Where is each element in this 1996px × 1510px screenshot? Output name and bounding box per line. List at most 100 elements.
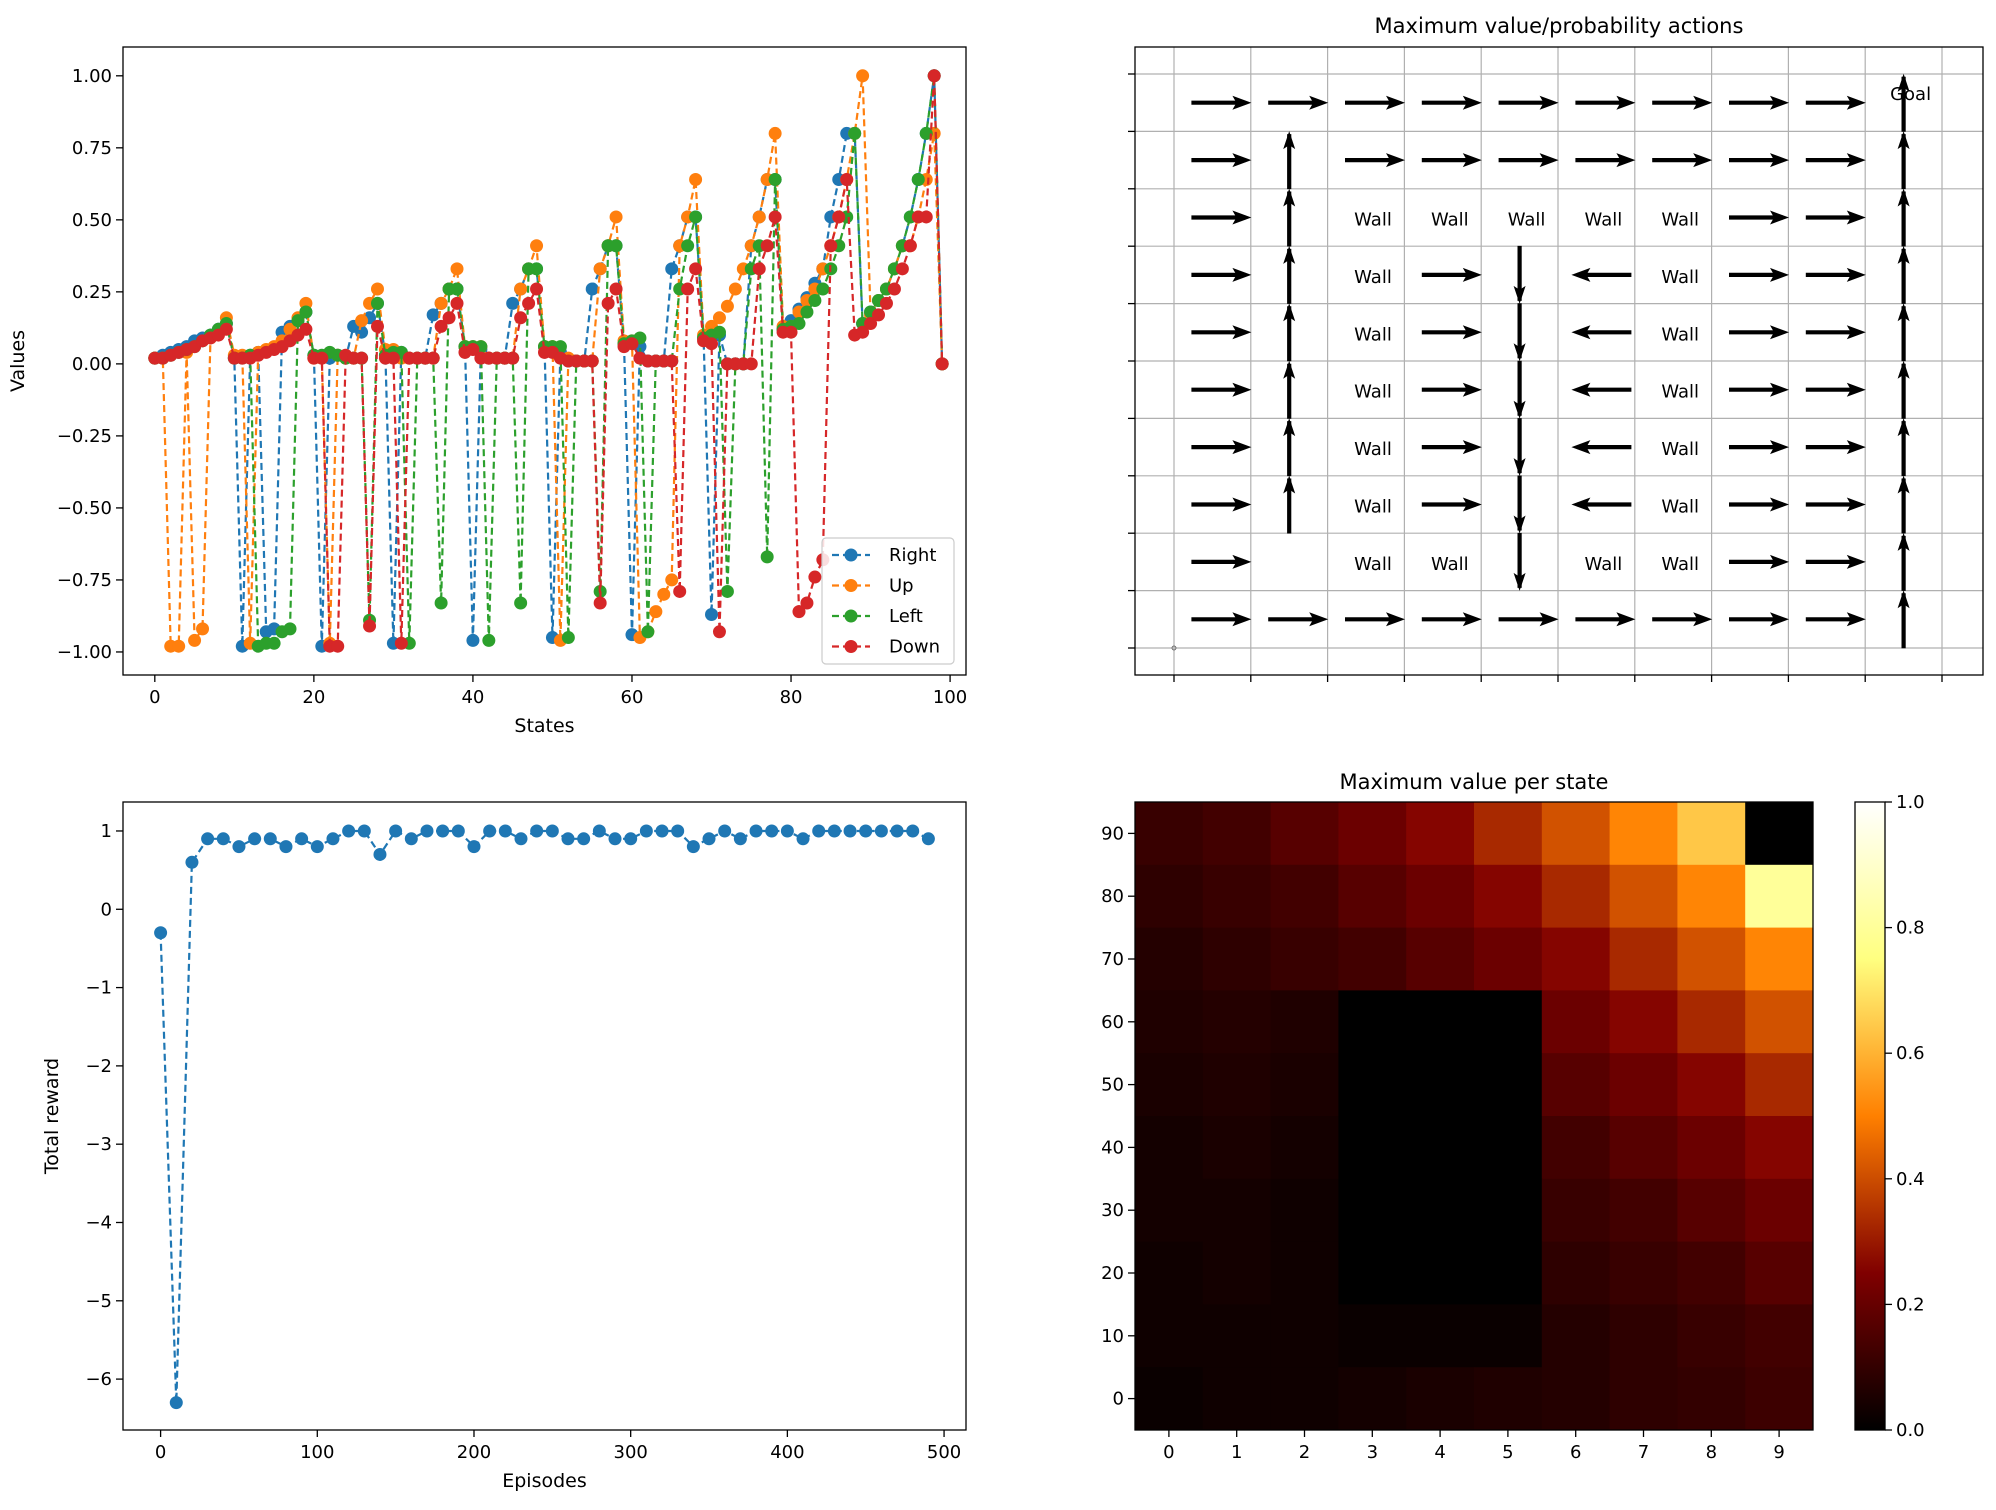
data-point — [827, 824, 841, 838]
data-point — [601, 296, 615, 310]
data-point — [514, 282, 528, 296]
x-tick-label: 6 — [1570, 1442, 1581, 1463]
right-arrow-head — [1770, 497, 1789, 512]
episode-rewards-chart: 0 100 200 300 400 500 −6 −5 −4 −3 −2 −1 0 1 Episodes To… — [41, 801, 967, 1492]
data-point — [498, 824, 512, 838]
data-point — [705, 608, 719, 622]
up-arrow-head — [1283, 131, 1296, 150]
y-tick-label: 90 — [1101, 823, 1124, 844]
wall-label: Wall — [1354, 554, 1392, 575]
data-point — [530, 239, 544, 253]
up-arrow-head — [1897, 73, 1910, 92]
heatmap-cell — [1338, 1053, 1407, 1117]
data-point — [154, 926, 168, 940]
down-arrow-head — [1513, 515, 1526, 534]
data-point — [585, 282, 599, 296]
right-arrow-head — [1770, 325, 1789, 340]
up-arrow-head — [1283, 245, 1296, 264]
data-point — [514, 311, 528, 325]
data-point — [426, 308, 440, 322]
heatmap-cell — [1541, 990, 1611, 1054]
heatmap-cell — [1541, 1367, 1611, 1431]
right-arrow-head — [1770, 210, 1789, 225]
x-tick-label: 200 — [457, 1442, 491, 1463]
data-point — [749, 824, 763, 838]
data-point — [760, 239, 774, 253]
heatmap-cell — [1338, 1304, 1407, 1368]
right-arrow-head — [1616, 612, 1636, 627]
data-point — [673, 584, 687, 598]
heatmap-cell — [1745, 1178, 1814, 1243]
data-point — [530, 282, 544, 296]
x-tick-label: 5 — [1502, 1442, 1513, 1463]
x-tick-label: 7 — [1638, 1442, 1649, 1463]
wall-label: Wall — [1585, 210, 1623, 231]
x-tick-label: 400 — [770, 1442, 804, 1463]
y-axis-label: Total reward — [41, 1058, 63, 1175]
data-point — [466, 342, 480, 356]
right-arrow-head — [1232, 440, 1252, 455]
right-arrow-head — [1539, 153, 1559, 168]
heatmap-cell — [1677, 1116, 1746, 1180]
up-arrow-head — [1897, 360, 1910, 379]
heatmap-cell — [1270, 1241, 1339, 1305]
right-arrow-head — [1846, 267, 1866, 282]
heatmap-cell — [1745, 864, 1814, 929]
y-tick-label: 1 — [101, 821, 112, 842]
right-arrow-head — [1232, 267, 1252, 282]
heatmap-cell — [1609, 927, 1678, 991]
data-point — [720, 584, 734, 598]
heatmap-cell — [1338, 990, 1407, 1054]
right-arrow-head — [1770, 554, 1789, 569]
data-point — [812, 824, 826, 838]
right-arrow-head — [1770, 267, 1789, 282]
data-point — [426, 351, 440, 365]
heatmap-cell — [1135, 990, 1204, 1054]
data-point — [641, 625, 655, 639]
heatmap-cell — [1202, 1304, 1272, 1368]
heatmap-cell — [1677, 1367, 1746, 1431]
data-point — [864, 317, 878, 331]
right-arrow-head — [1693, 95, 1713, 110]
series-line — [154, 75, 944, 648]
heatmap-cell — [1270, 1367, 1339, 1431]
data-point — [665, 262, 679, 276]
colorbar-tick-label: 1.0 — [1896, 792, 1925, 813]
data-point — [196, 622, 210, 636]
up-arrow-head — [1283, 303, 1296, 322]
data-point — [848, 126, 862, 140]
heatmap-cell — [1406, 927, 1475, 991]
heatmap-cell — [1609, 1053, 1678, 1117]
up-arrow-head — [1283, 418, 1296, 437]
wall-label: Wall — [1508, 210, 1546, 231]
colorbar-tick-label: 0.4 — [1896, 1169, 1925, 1190]
grid — [1135, 47, 1983, 675]
right-arrow-head — [1770, 382, 1789, 397]
data-point — [874, 824, 888, 838]
wall-label: Wall — [1354, 324, 1392, 345]
wall-label: Wall — [1661, 267, 1699, 288]
legend-marker — [844, 640, 858, 653]
heatmap-cell — [1677, 927, 1746, 991]
y-tick-label: −6 — [85, 1369, 112, 1390]
y-tick-label: 0.50 — [72, 210, 112, 231]
right-arrow-head — [1846, 153, 1866, 168]
data-point — [689, 262, 703, 276]
right-arrow-head — [1770, 95, 1789, 110]
data-point — [800, 596, 814, 610]
heatmap-cell — [1406, 1116, 1475, 1180]
data-point — [450, 296, 464, 310]
data-point — [935, 357, 949, 371]
data-point — [824, 239, 838, 253]
data-point — [482, 633, 496, 647]
heatmap-cell — [1135, 1304, 1204, 1368]
heatmap-cell — [1202, 990, 1272, 1054]
heatmap-cell — [1541, 802, 1611, 866]
y-tick-label: −0.75 — [57, 570, 112, 591]
data-point — [506, 296, 520, 310]
goal-label: Goal — [1890, 84, 1931, 105]
data-point — [768, 126, 782, 140]
plot-frame — [122, 801, 967, 1431]
right-arrow-head — [1462, 440, 1482, 455]
